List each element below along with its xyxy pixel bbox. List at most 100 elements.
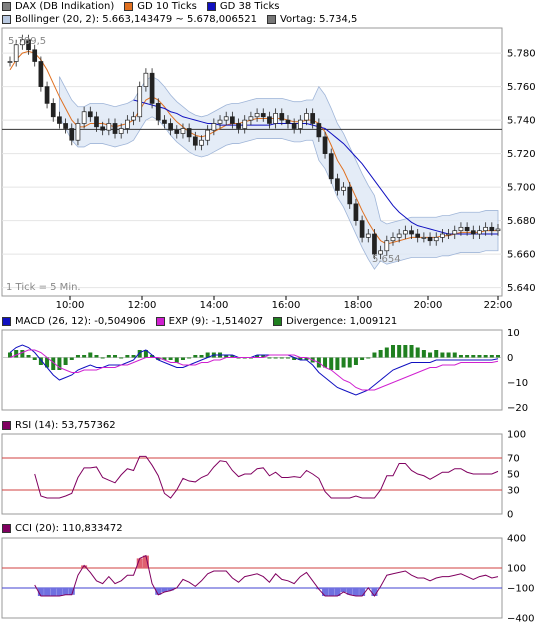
divergence-bar: [335, 357, 340, 370]
legend-label: EXP (9): -1,514027: [168, 316, 264, 327]
candle: [63, 123, 68, 129]
divergence-bar: [366, 357, 371, 359]
divergence-bar: [119, 357, 124, 359]
divergence-bar: [341, 357, 346, 368]
divergence-bar: [137, 350, 142, 358]
legend-label: GD 38 Ticks: [219, 1, 280, 12]
y-tick-label: 70: [507, 454, 520, 465]
divergence-bar: [403, 345, 408, 358]
candle: [304, 113, 309, 121]
cci-oversold-fill: [340, 588, 347, 592]
candle: [180, 128, 186, 134]
legend-label: Bollinger (20, 2): 5.663,143479 ~ 5.678,…: [15, 14, 257, 25]
candle: [440, 233, 445, 238]
cci-oversold-fill: [359, 588, 366, 596]
tick-info-label: 1 Tick = 5 Min.: [6, 282, 81, 293]
divergence-bar: [489, 355, 494, 358]
candle: [409, 230, 414, 235]
candle: [149, 72, 155, 104]
candle: [32, 49, 38, 62]
candle: [57, 116, 62, 124]
divergence-bar: [428, 352, 433, 358]
rsi-panel: 100 70 50 30 0: [1, 430, 526, 521]
candle: [267, 116, 272, 124]
legend-swatch: [273, 317, 283, 326]
candle: [26, 39, 31, 51]
divergence-bar: [267, 357, 272, 359]
candle: [186, 128, 192, 138]
price-panel: 5.789,5 5.654 1 Tick = 5 Min. 5.780 5.760…: [1, 27, 536, 311]
cci-oversold-fill: [44, 588, 51, 596]
legend-item: GD 10 Ticks: [124, 1, 197, 12]
legend-label: GD 10 Ticks: [137, 1, 197, 12]
cci-overbought-fill: [142, 555, 149, 568]
y-tick-label: 5.740: [507, 116, 536, 127]
candle: [390, 237, 396, 242]
candle: [44, 86, 50, 104]
cci-oversold-fill: [155, 588, 162, 595]
candle: [483, 226, 488, 232]
candle: [69, 128, 75, 141]
y-tick-label: 0: [507, 510, 513, 521]
divergence-bar: [273, 357, 278, 359]
x-tick-label: 18:00: [344, 300, 373, 311]
legend-swatch: [124, 2, 134, 11]
divergence-bar: [187, 357, 192, 359]
cci-oversold-fill: [56, 588, 63, 596]
gd38-line: [133, 99, 498, 235]
cci-line: [34, 554, 499, 597]
candle: [291, 123, 297, 129]
candle: [415, 233, 421, 238]
candle: [13, 44, 19, 62]
candle: [285, 119, 291, 124]
legend-swatch: [2, 524, 11, 533]
divergence-bar: [279, 357, 284, 359]
divergence-bar: [415, 347, 420, 358]
x-tick-label: 16:00: [272, 300, 301, 311]
candle: [353, 203, 359, 221]
divergence-bar: [384, 347, 389, 358]
y-tick-label: 10: [507, 328, 520, 339]
y-tick-label: 400: [507, 534, 526, 545]
divergence-bar: [75, 355, 80, 358]
divergence-bar: [372, 352, 377, 358]
cci-oversold-fill: [62, 588, 69, 595]
divergence-bar: [156, 357, 161, 360]
divergence-bar: [14, 350, 19, 358]
x-tick-label: 22:00: [484, 300, 513, 311]
candle: [20, 39, 25, 46]
legend-item: RSI (14): 53,757362: [2, 420, 116, 431]
candle: [470, 230, 476, 235]
divergence-bar: [304, 357, 309, 360]
y-tick-label: 100: [507, 564, 526, 575]
legend-label: Divergence: 1,009121: [286, 316, 398, 327]
y-tick-label: 5.680: [507, 216, 536, 227]
candle: [236, 123, 241, 129]
legend-item: MACD (26, 12): -0,504906: [2, 316, 146, 327]
divergence-bar: [378, 350, 383, 358]
cci-oversold-fill: [68, 588, 75, 595]
divergence-bar: [143, 350, 148, 358]
candle: [347, 186, 353, 205]
divergence-bar: [82, 355, 87, 358]
y-tick-label: 5.640: [507, 283, 536, 294]
cci-oversold-fill: [50, 588, 57, 596]
x-tick-label: 20:00: [414, 300, 443, 311]
cci-oversold-fill: [37, 588, 44, 596]
candle: [495, 228, 501, 232]
divergence-bar: [255, 355, 260, 358]
divergence-bar: [292, 357, 297, 360]
candle: [168, 123, 173, 131]
divergence-bar: [465, 355, 470, 358]
legend-label: RSI (14): 53,757362: [15, 420, 116, 431]
legend-swatch: [155, 317, 165, 326]
candle: [279, 113, 285, 121]
x-tick-label: 10:00: [56, 300, 85, 311]
cci-oversold-fill: [322, 588, 329, 596]
candle: [335, 178, 340, 191]
candle: [273, 113, 278, 124]
divergence-bar: [409, 345, 414, 358]
divergence-bar: [421, 350, 426, 358]
divergence-bar: [125, 355, 130, 358]
y-tick-label: 5.660: [507, 250, 536, 261]
